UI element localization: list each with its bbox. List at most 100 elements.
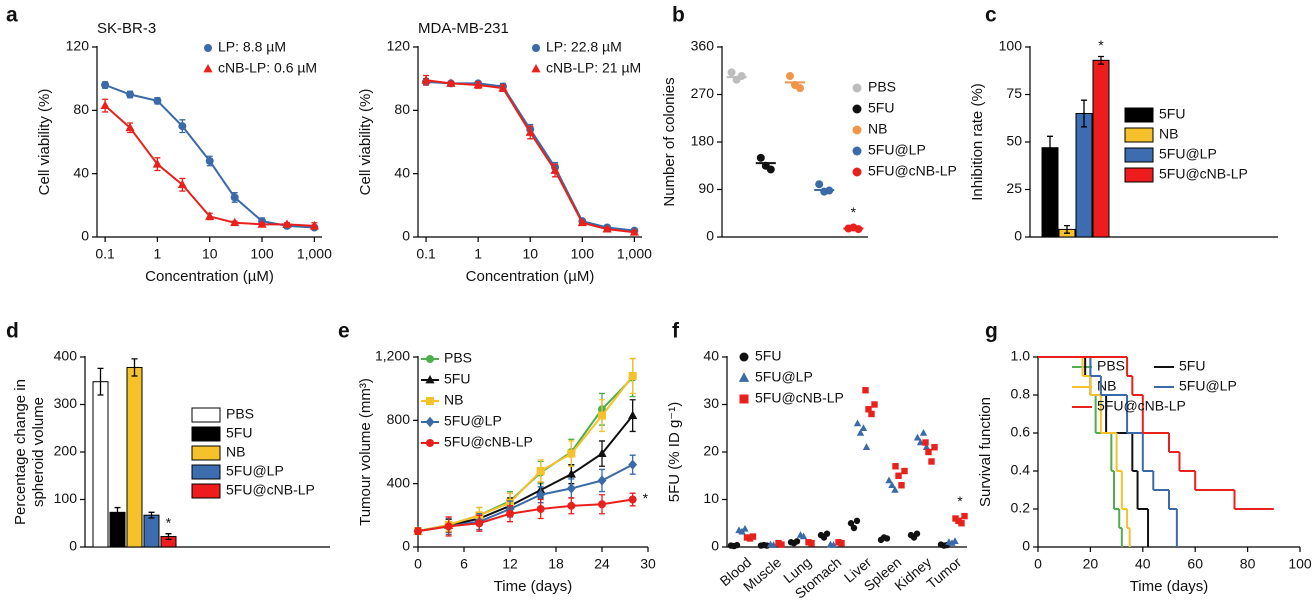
data-point xyxy=(566,469,576,478)
data-point xyxy=(598,500,606,509)
data-point xyxy=(931,444,938,451)
legend-marker xyxy=(531,64,541,73)
x-tick-label: 18 xyxy=(548,556,564,572)
data-point xyxy=(733,541,741,549)
data-point xyxy=(126,90,135,99)
x-tick-label: 1 xyxy=(154,246,162,262)
data-point xyxy=(815,180,824,189)
data-point xyxy=(871,401,878,408)
y-tick-label: 800 xyxy=(387,411,411,427)
data-point xyxy=(856,429,865,436)
y-axis-label: Inhibition rate (%) xyxy=(969,83,986,201)
data-point xyxy=(749,533,757,540)
x-tick-label: 0 xyxy=(414,556,422,572)
data-point xyxy=(961,512,968,520)
y-axis-label: Number of colonies xyxy=(661,77,678,206)
y-tick-label: 50 xyxy=(1006,133,1022,149)
legend-marker xyxy=(739,352,749,362)
x-tick-label: Tumor xyxy=(923,554,964,592)
data-point xyxy=(838,540,845,547)
legend-marker xyxy=(426,397,434,405)
data-point xyxy=(153,96,162,105)
data-point xyxy=(793,538,801,545)
legend-marker xyxy=(203,64,213,73)
y-tick-label: 0.4 xyxy=(1011,462,1031,478)
data-point xyxy=(901,467,908,475)
data-point xyxy=(741,524,749,532)
significance-mark: * xyxy=(851,204,857,220)
data-point xyxy=(152,159,163,168)
x-tick-label: 0.1 xyxy=(95,246,115,262)
data-point xyxy=(853,419,862,427)
data-point xyxy=(178,122,187,131)
legend-label: 5FU@cNB-LP xyxy=(444,434,533,450)
y-tick-label: 200 xyxy=(54,443,78,459)
significance-mark: * xyxy=(166,514,172,530)
data-point xyxy=(737,72,746,81)
x-tick-label: 0 xyxy=(1034,556,1042,572)
data-point xyxy=(421,75,431,84)
data-point xyxy=(958,520,965,527)
data-point xyxy=(868,410,875,418)
error-bar xyxy=(1098,55,1104,65)
x-tick-label: 12 xyxy=(502,556,518,572)
panel-letter: b xyxy=(672,4,685,27)
y-tick-label: 80 xyxy=(394,101,410,117)
significance-mark: * xyxy=(957,493,963,509)
legend-label: LP: 8.8 µM xyxy=(218,39,286,55)
data-point xyxy=(786,72,794,81)
data-point xyxy=(444,522,453,531)
y-tick-label: 0.8 xyxy=(1011,386,1031,402)
legend-marker xyxy=(426,439,434,447)
legend-label: cNB-LP: 0.6 µM xyxy=(218,60,317,76)
y-axis-label: 5FU (% ID g⁻¹) xyxy=(666,402,683,502)
y-axis-label: spheroid volume xyxy=(30,397,47,507)
legend-swatch xyxy=(1124,107,1154,123)
legend-swatch xyxy=(191,445,221,461)
legend-swatch xyxy=(1124,147,1154,163)
legend-marker xyxy=(739,394,749,404)
legend-swatch xyxy=(191,426,221,442)
panel-letter: g xyxy=(985,320,998,343)
data-point xyxy=(309,220,319,230)
legend-swatch xyxy=(191,464,221,480)
data-point xyxy=(597,448,607,457)
data-point xyxy=(525,127,535,136)
error-bar xyxy=(1064,224,1070,234)
y-tick-label: 40 xyxy=(394,164,410,180)
data-point xyxy=(898,482,905,489)
y-tick-label: 180 xyxy=(691,133,715,149)
data-point xyxy=(756,153,765,162)
data-point xyxy=(101,81,110,89)
legend-swatch xyxy=(1124,167,1154,183)
data-point xyxy=(628,410,638,419)
y-tick-label: 75 xyxy=(1006,85,1022,101)
y-axis-label: Survival function xyxy=(977,397,994,507)
data-point xyxy=(922,443,931,450)
data-point xyxy=(506,509,514,518)
legend-marker xyxy=(852,167,862,177)
x-tick-label: 20 xyxy=(1083,556,1099,572)
data-point xyxy=(550,165,560,174)
data-point xyxy=(577,217,587,227)
data-point xyxy=(766,165,775,174)
data-point xyxy=(925,448,932,456)
x-tick-label: 100 xyxy=(250,246,274,262)
data-point xyxy=(628,459,638,470)
error-bar xyxy=(1081,99,1087,128)
data-point xyxy=(628,495,637,504)
x-axis-label: Time (days) xyxy=(1130,578,1209,595)
bar xyxy=(143,514,160,548)
x-tick-label: 1 xyxy=(474,246,482,262)
legend-label: 5FU xyxy=(444,371,470,387)
legend-label: PBS xyxy=(444,350,472,366)
legend-marker xyxy=(852,146,862,156)
legend-marker xyxy=(852,104,862,114)
x-tick-label: 6 xyxy=(460,556,468,572)
y-tick-label: 25 xyxy=(1006,180,1022,196)
y-tick-label: 400 xyxy=(387,474,411,490)
data-point xyxy=(859,424,868,431)
x-tick-label: 40 xyxy=(1135,556,1151,572)
bar xyxy=(1041,147,1059,238)
